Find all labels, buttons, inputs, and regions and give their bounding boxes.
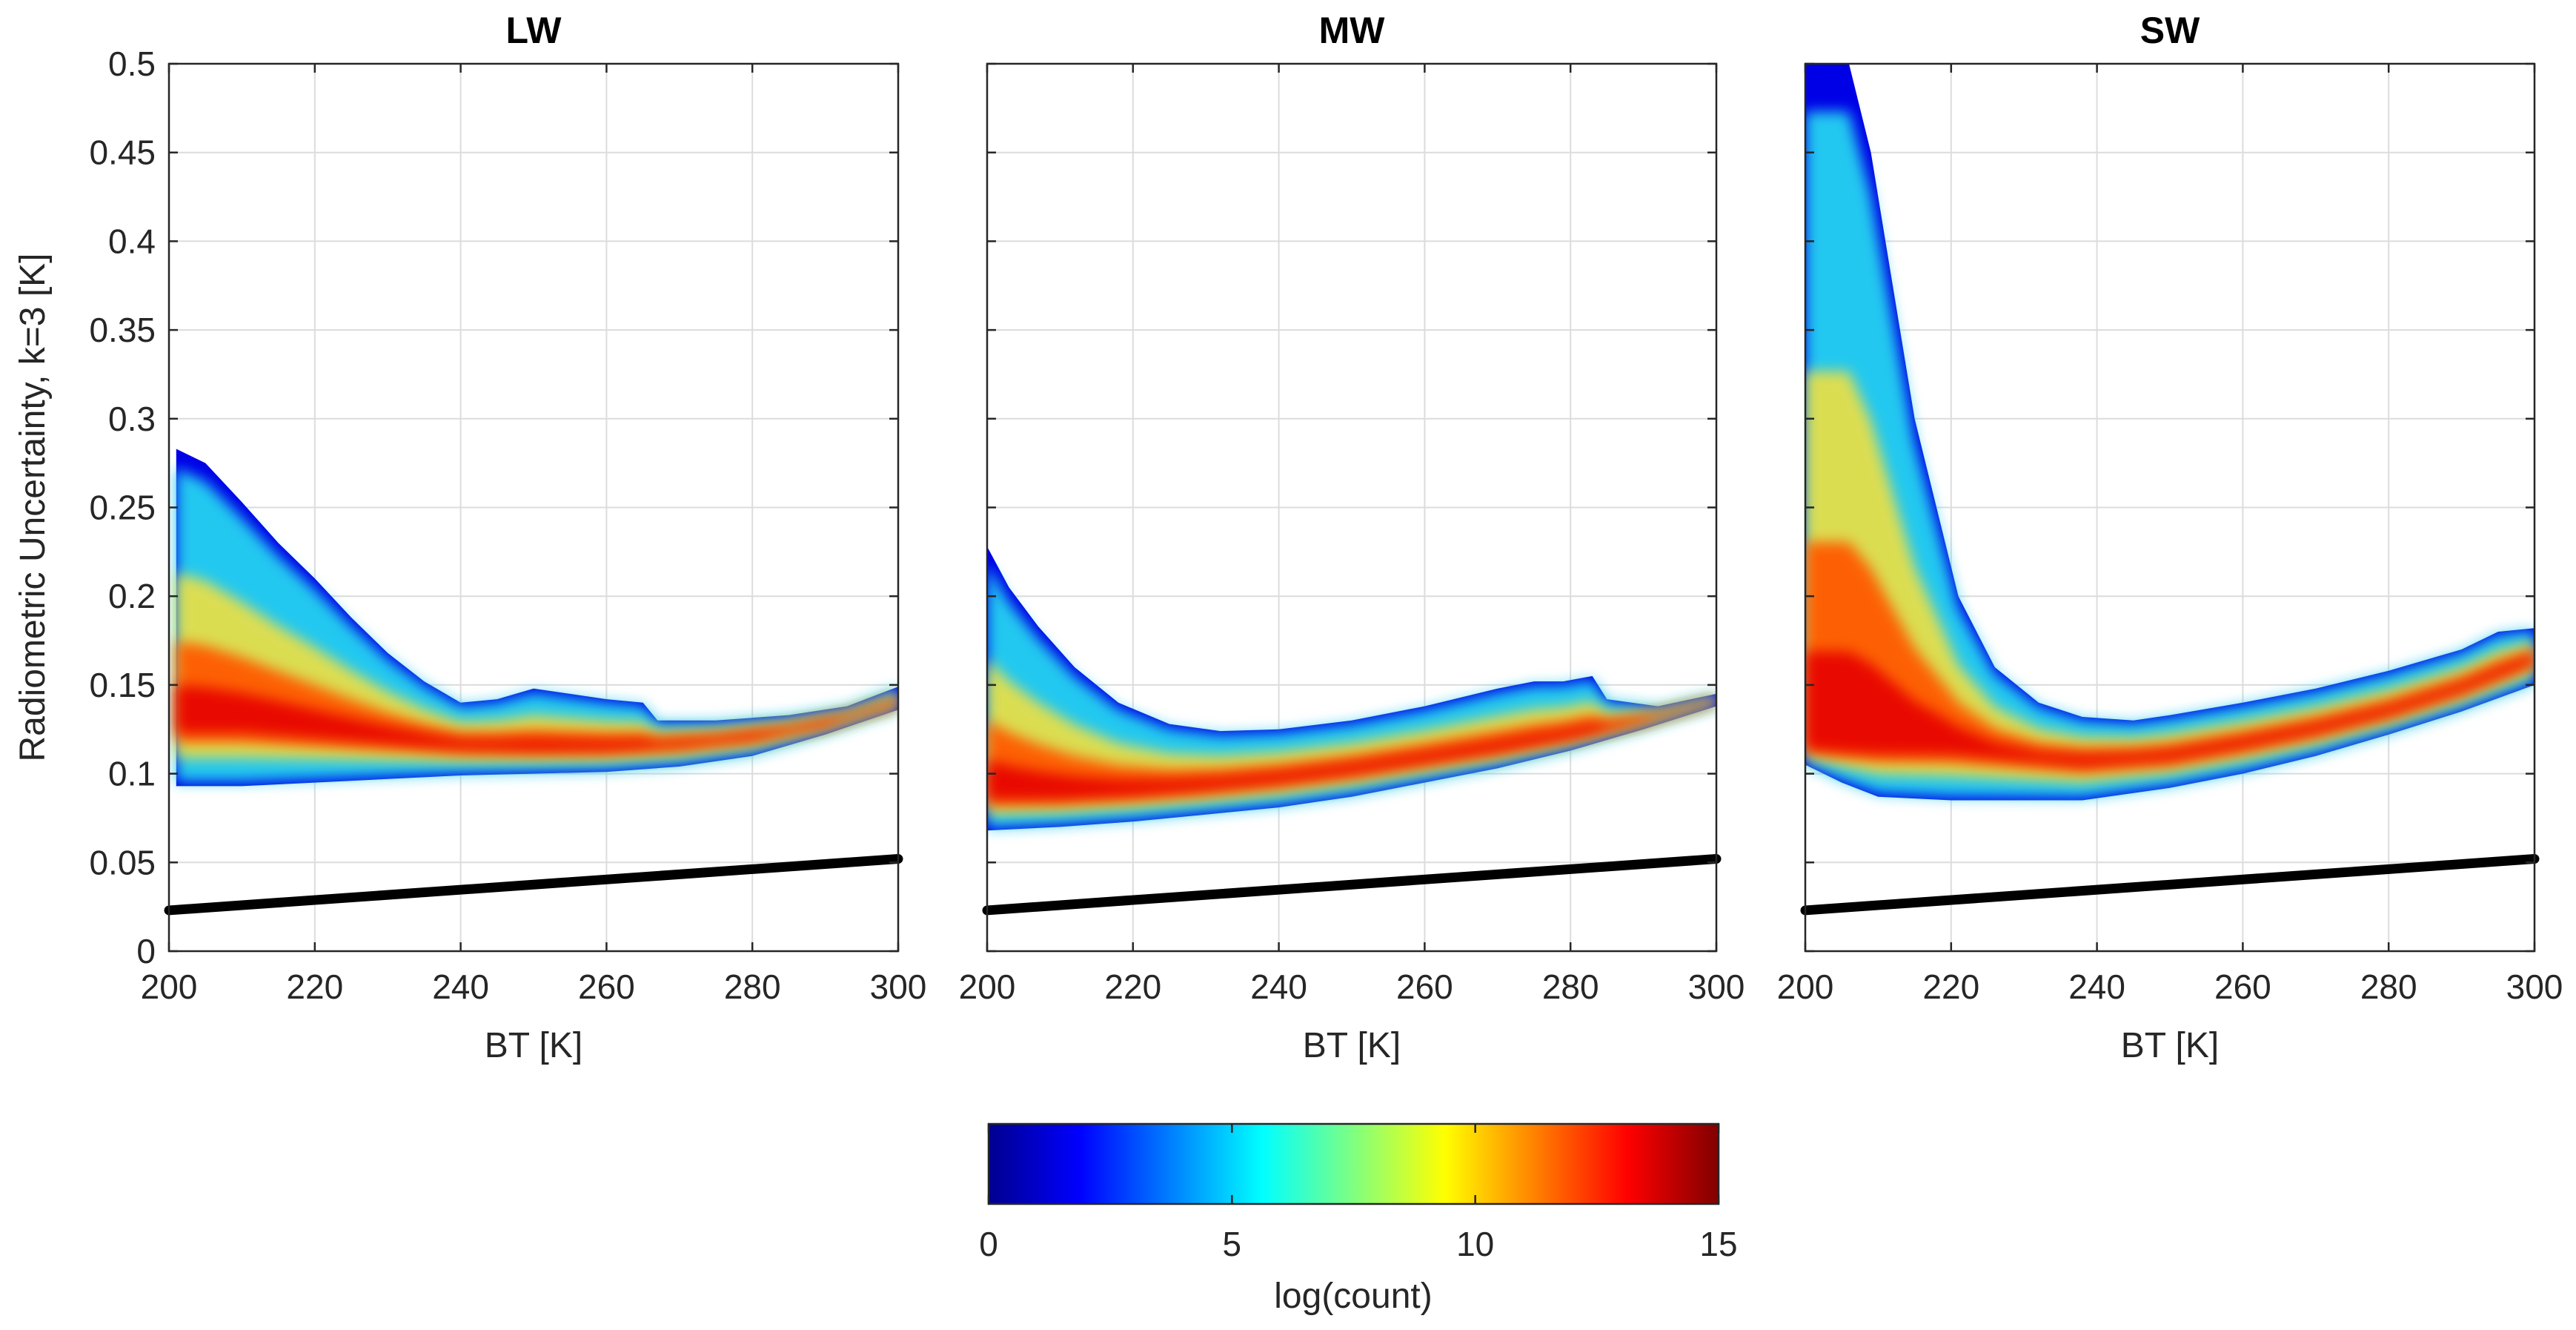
density-region xyxy=(176,449,898,787)
x-axis-label: BT [K] xyxy=(1303,1026,1401,1065)
y-axis-label: Radiometric Uncertainty, k=3 [K] xyxy=(13,253,53,761)
density-band-peak xyxy=(987,700,1716,800)
x-tick-label: 260 xyxy=(1396,967,1453,1006)
y-tick-label: 0.2 xyxy=(108,577,156,615)
x-tick-label: 200 xyxy=(1777,967,1834,1006)
x-axis-label: BT [K] xyxy=(2121,1026,2220,1065)
density-region xyxy=(1805,64,2534,801)
density-band-peak xyxy=(176,685,898,751)
y-tick-label: 0.25 xyxy=(89,489,156,527)
colorbar: 0 5 10 15 log(count) xyxy=(979,1122,1738,1316)
x-tick-label: 300 xyxy=(2506,967,2563,1006)
density-region xyxy=(987,546,1716,831)
y-tick-label: 0.4 xyxy=(108,222,156,260)
colorbar-tick-label: 5 xyxy=(1223,1225,1242,1263)
colorbar-tick-label: 0 xyxy=(979,1225,998,1263)
density-band-peak xyxy=(1805,651,2534,767)
colorbar-tick-label: 15 xyxy=(1699,1225,1737,1263)
panel-sw: 200 220 240 260 280 300 SW BT [K] xyxy=(1777,10,2563,1065)
ticks: 200 220 240 260 280 300 xyxy=(1777,62,2563,1006)
y-tick-label: 0 xyxy=(136,932,156,970)
reference-line xyxy=(1800,854,2540,916)
y-tick-label: 0.3 xyxy=(108,400,156,438)
x-tick-label: 300 xyxy=(1688,967,1745,1006)
colorbar-gradient xyxy=(987,1122,1720,1205)
y-tick-label: 0.1 xyxy=(108,755,156,793)
x-tick-label: 260 xyxy=(2214,967,2271,1006)
y-tick-label: 0.5 xyxy=(108,44,156,83)
x-tick-label: 200 xyxy=(141,967,198,1006)
panel-mw: 200 220 240 260 280 300 MW BT [K] xyxy=(959,10,1745,1065)
reference-line xyxy=(982,854,1722,916)
x-tick-label: 280 xyxy=(1542,967,1599,1006)
panels: 200 220 240 260 280 300 0 0.05 0.1 0.15 0.2 0.25 0.3… xyxy=(13,10,2563,1065)
ticks: 200 220 240 260 280 300 0 0.05 0.1 0.15 0.2 0.25 0.3… xyxy=(89,44,926,1006)
y-tick-label: 0.15 xyxy=(89,666,156,704)
x-tick-label: 240 xyxy=(2068,967,2125,1006)
x-tick-label: 240 xyxy=(432,967,489,1006)
y-tick-label: 0.45 xyxy=(89,133,156,172)
y-tick-label: 0.35 xyxy=(89,311,156,349)
x-tick-label: 240 xyxy=(1250,967,1307,1006)
density-band-core xyxy=(987,698,1716,806)
ticks: 200 220 240 260 280 300 xyxy=(959,62,1745,1006)
x-tick-label: 280 xyxy=(724,967,781,1006)
colorbar-tick-label: 10 xyxy=(1456,1225,1494,1263)
panel-title: SW xyxy=(2140,10,2200,51)
panel-title: MW xyxy=(1319,10,1386,51)
y-tick-label: 0.05 xyxy=(89,843,156,881)
x-tick-label: 260 xyxy=(578,967,635,1006)
x-tick-label: 220 xyxy=(1922,967,1979,1006)
x-tick-label: 220 xyxy=(1104,967,1161,1006)
x-tick-label: 280 xyxy=(2360,967,2417,1006)
colorbar-ticks: 0 5 10 15 xyxy=(979,1124,1738,1263)
x-tick-label: 200 xyxy=(959,967,1016,1006)
reference-line xyxy=(164,854,903,916)
colorbar-label: log(count) xyxy=(1274,1277,1432,1316)
x-tick-label: 220 xyxy=(286,967,343,1006)
x-tick-label: 300 xyxy=(870,967,927,1006)
panel-lw: 200 220 240 260 280 300 0 0.05 0.1 0.15 0.2 0.25 0.3… xyxy=(13,10,926,1065)
grid xyxy=(169,64,898,951)
x-axis-label: BT [K] xyxy=(485,1026,583,1065)
panel-title: LW xyxy=(506,10,562,51)
